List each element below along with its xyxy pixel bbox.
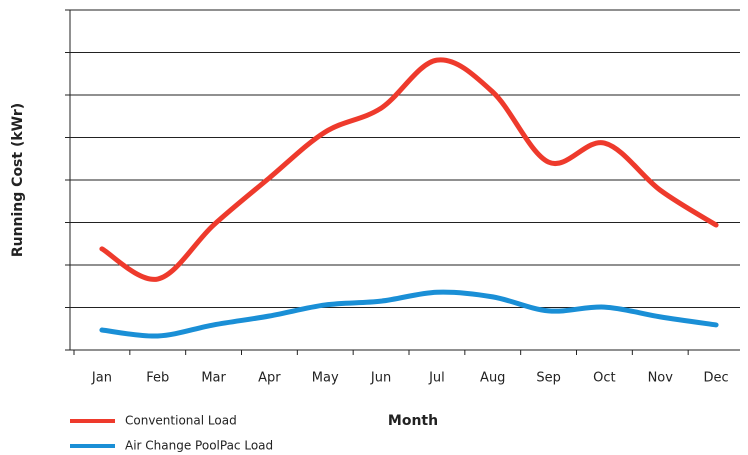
x-tick-label: Jul (428, 371, 445, 386)
line (99, 289, 719, 339)
x-tick-label: Sep (536, 371, 561, 386)
x-tick-label: Jan (91, 371, 112, 386)
y-axis-label: Running Cost (kWr) (10, 103, 26, 257)
x-tick-label: May (312, 371, 339, 386)
x-tick-label: Jun (370, 371, 391, 386)
x-tick-label: Oct (593, 371, 615, 386)
x-tick-label: Mar (201, 371, 226, 386)
line (99, 57, 719, 282)
legend-label: Air Change PoolPac Load (125, 439, 273, 453)
x-tick-label: Apr (258, 371, 281, 386)
x-tick-label: Aug (480, 371, 505, 386)
x-tick-label: Dec (704, 371, 729, 386)
x-tick-label: Nov (648, 371, 674, 386)
x-axis-label: Month (388, 413, 438, 429)
legend-label: Conventional Load (125, 414, 237, 428)
x-tick-label: Feb (146, 371, 169, 386)
